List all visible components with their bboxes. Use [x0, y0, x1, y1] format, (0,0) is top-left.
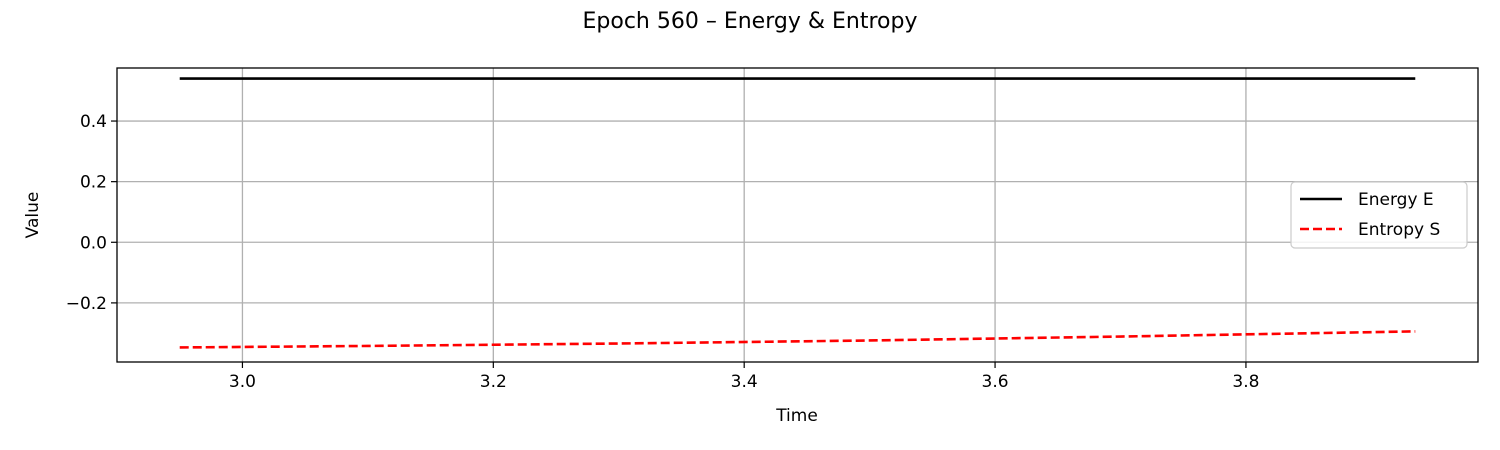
y-tick-label: 0.4 — [80, 112, 107, 132]
x-tick-label: 3.4 — [731, 372, 758, 392]
y-tick-label: 0.2 — [80, 173, 107, 193]
plot-frame — [116, 67, 1479, 363]
x-axis-ticks: 3.0 3.2 3.4 3.6 3.8 — [229, 362, 1259, 392]
x-tick-label: 3.2 — [480, 372, 507, 392]
x-tick-label: 3.6 — [982, 372, 1009, 392]
x-axis-label: Time — [775, 406, 818, 426]
y-tick-label: 0.0 — [80, 233, 107, 253]
legend: Energy E Entropy S — [1290, 181, 1468, 249]
x-tick-label: 3.8 — [1232, 372, 1259, 392]
legend-label: Energy E — [1358, 190, 1434, 210]
grid — [117, 68, 1478, 362]
legend-label: Entropy S — [1358, 220, 1440, 240]
y-axis-label: Value — [23, 192, 43, 239]
y-tick-label: −0.2 — [66, 294, 107, 314]
chart-title: Epoch 560 – Energy & Entropy — [583, 9, 918, 34]
y-axis-ticks: −0.2 0.0 0.2 0.4 — [66, 112, 117, 314]
plot-series — [179, 77, 1416, 349]
x-tick-label: 3.0 — [229, 372, 256, 392]
series-line-entropy — [179, 330, 1416, 349]
